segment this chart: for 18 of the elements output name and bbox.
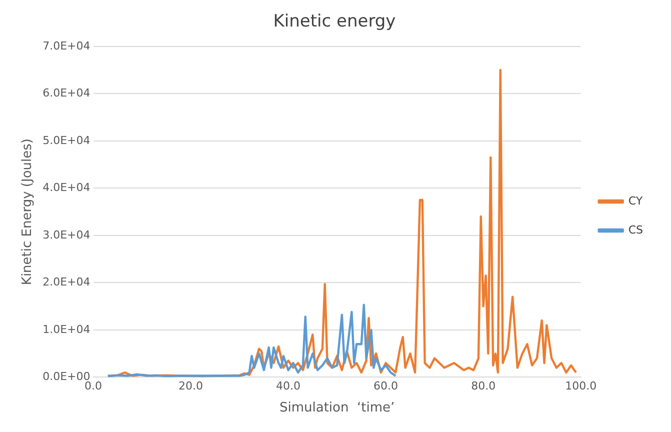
- y-tick-label: 6.0E+04: [42, 86, 90, 100]
- y-tick-label: 7.0E+04: [42, 39, 90, 52]
- y-tick-label: 5.0E+04: [42, 134, 90, 147]
- x-tick-label: 100.0: [565, 380, 597, 393]
- legend-label: CS: [628, 223, 644, 236]
- x-tick-label: 0.0: [84, 380, 102, 393]
- x-tick-label: 40.0: [276, 380, 301, 393]
- legend-label: CY: [628, 194, 643, 208]
- y-tick-label: 1.0E+04: [42, 322, 90, 336]
- chart-title: Kinetic energy: [273, 12, 396, 32]
- y-tick-label: 3.0E+04: [42, 228, 90, 242]
- y-axis-title: Kinetic Energy (Joules): [20, 138, 36, 286]
- x-tick-label: 20.0: [178, 380, 204, 393]
- x-tick-label: 60.0: [374, 380, 398, 393]
- y-tick-label: 2.0E+04: [42, 276, 90, 289]
- x-axis-title: Simulation ‘time’: [279, 400, 395, 416]
- y-tick-label: 4.0E+04: [42, 181, 90, 194]
- x-tick-label: 80.0: [471, 380, 496, 393]
